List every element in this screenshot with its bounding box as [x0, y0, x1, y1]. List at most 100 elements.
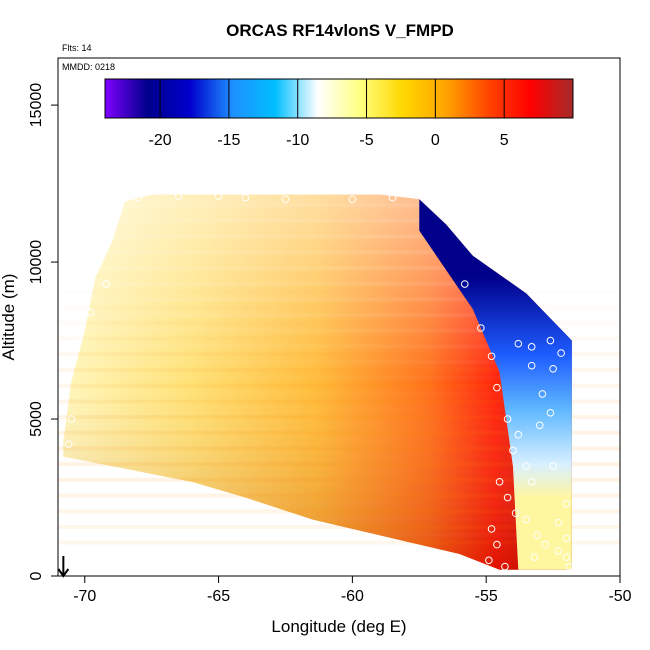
observation-point — [562, 534, 571, 543]
altitude-band — [58, 383, 620, 388]
observation-point — [549, 365, 557, 373]
x-tick-label: -50 — [608, 588, 631, 605]
observation-point — [535, 421, 544, 430]
observation-point — [554, 547, 563, 555]
x-tick-label: -55 — [475, 588, 498, 605]
altitude-band — [58, 258, 620, 262]
observation-point — [134, 193, 143, 202]
altitude-band — [58, 281, 620, 286]
colorbar-ticks: -20 -15 -10 -5 0 5 — [148, 79, 509, 149]
altitude-band — [58, 265, 620, 270]
observation-point — [533, 531, 541, 539]
observation-point — [64, 440, 73, 448]
colorbar: -20 -15 -10 -5 0 5 — [104, 78, 574, 149]
altitude-band — [58, 203, 620, 208]
colorbar-gradient — [104, 78, 574, 119]
observation-point — [546, 336, 555, 345]
observation-point — [503, 415, 512, 423]
observation-points — [64, 192, 573, 571]
observation-point — [487, 525, 496, 533]
y-axis-label: Altitude (m) — [0, 274, 18, 361]
colorbar-tick-label: 5 — [500, 132, 509, 149]
y-axis: 0 5000 10000 15000 — [28, 83, 59, 580]
cold-data-region — [419, 199, 572, 570]
observation-point — [460, 280, 469, 288]
observation-point — [554, 518, 563, 527]
altitude-bands — [58, 195, 620, 545]
observation-point — [522, 462, 531, 470]
observation-point — [102, 280, 110, 288]
observation-point — [562, 553, 571, 561]
observation-point — [514, 339, 523, 348]
observation-point — [562, 499, 571, 508]
altitude-band — [58, 415, 620, 420]
x-axis: -70 -65 -60 -55 -50 — [73, 575, 632, 605]
observation-point — [214, 192, 223, 200]
colorbar-tick-label: -10 — [286, 132, 309, 149]
y-tick-label: 15000 — [28, 83, 45, 128]
altitude-band — [58, 336, 620, 341]
altitude-band — [58, 344, 620, 349]
observation-point — [501, 562, 509, 571]
altitude-band — [58, 352, 620, 357]
observation-point — [174, 192, 183, 200]
altitude-band — [58, 493, 620, 498]
observation-point — [67, 415, 76, 423]
observation-point — [503, 493, 512, 502]
observation-point — [541, 540, 549, 549]
observation-point — [495, 478, 504, 486]
observation-point — [487, 352, 496, 361]
observation-point — [522, 515, 531, 524]
altitude-band — [58, 250, 620, 255]
observation-point — [477, 324, 485, 332]
observation-point — [527, 343, 536, 351]
altitude-band — [58, 399, 620, 404]
altitude-band — [58, 477, 620, 482]
altitude-band — [58, 509, 620, 514]
observation-point — [485, 556, 493, 565]
altitude-band — [58, 297, 620, 302]
altitude-band — [58, 234, 620, 239]
observation-point — [348, 195, 357, 204]
observation-point — [557, 349, 565, 357]
y-tick-label: 10000 — [28, 240, 45, 285]
observation-point — [509, 446, 517, 455]
observation-point — [281, 195, 290, 204]
observation-point — [241, 193, 250, 202]
aircraft-marker — [57, 556, 70, 578]
altitude-band — [58, 524, 620, 529]
observation-point — [527, 361, 536, 370]
altitude-band — [58, 540, 620, 545]
observation-point — [546, 408, 555, 417]
colorbar-tick-label: -5 — [359, 132, 373, 149]
observation-point — [527, 478, 536, 486]
colorbar-tick-label: -15 — [217, 132, 240, 149]
observation-point — [530, 553, 539, 561]
observation-point — [86, 308, 94, 317]
altitude-band — [58, 446, 620, 451]
altitude-band — [58, 195, 620, 199]
x-tick-label: -70 — [73, 588, 96, 605]
altitude-band — [58, 328, 620, 333]
altitude-band — [58, 242, 620, 246]
x-tick-label: -65 — [207, 588, 230, 605]
altitude-band — [58, 313, 620, 317]
flights-annotation: Flts: 14 — [62, 43, 92, 53]
y-tick-label: 0 — [28, 571, 45, 580]
observation-point — [493, 383, 501, 392]
chart-title: ORCAS RF14vlonS V_FMPD — [226, 21, 454, 40]
observation-point — [538, 390, 547, 398]
x-axis-label: Longitude (deg E) — [271, 617, 406, 636]
date-annotation: MMDD: 0218 — [62, 62, 115, 72]
altitude-band — [58, 430, 620, 435]
observation-point — [514, 430, 523, 439]
observation-point — [75, 333, 84, 342]
x-tick-label: -60 — [341, 588, 364, 605]
observation-point — [493, 540, 501, 549]
altitude-band — [58, 462, 620, 467]
observation-point — [565, 562, 573, 571]
altitude-band — [58, 218, 620, 223]
colorbar-tick-label: 0 — [431, 132, 440, 149]
warm-data-shading — [63, 194, 572, 570]
